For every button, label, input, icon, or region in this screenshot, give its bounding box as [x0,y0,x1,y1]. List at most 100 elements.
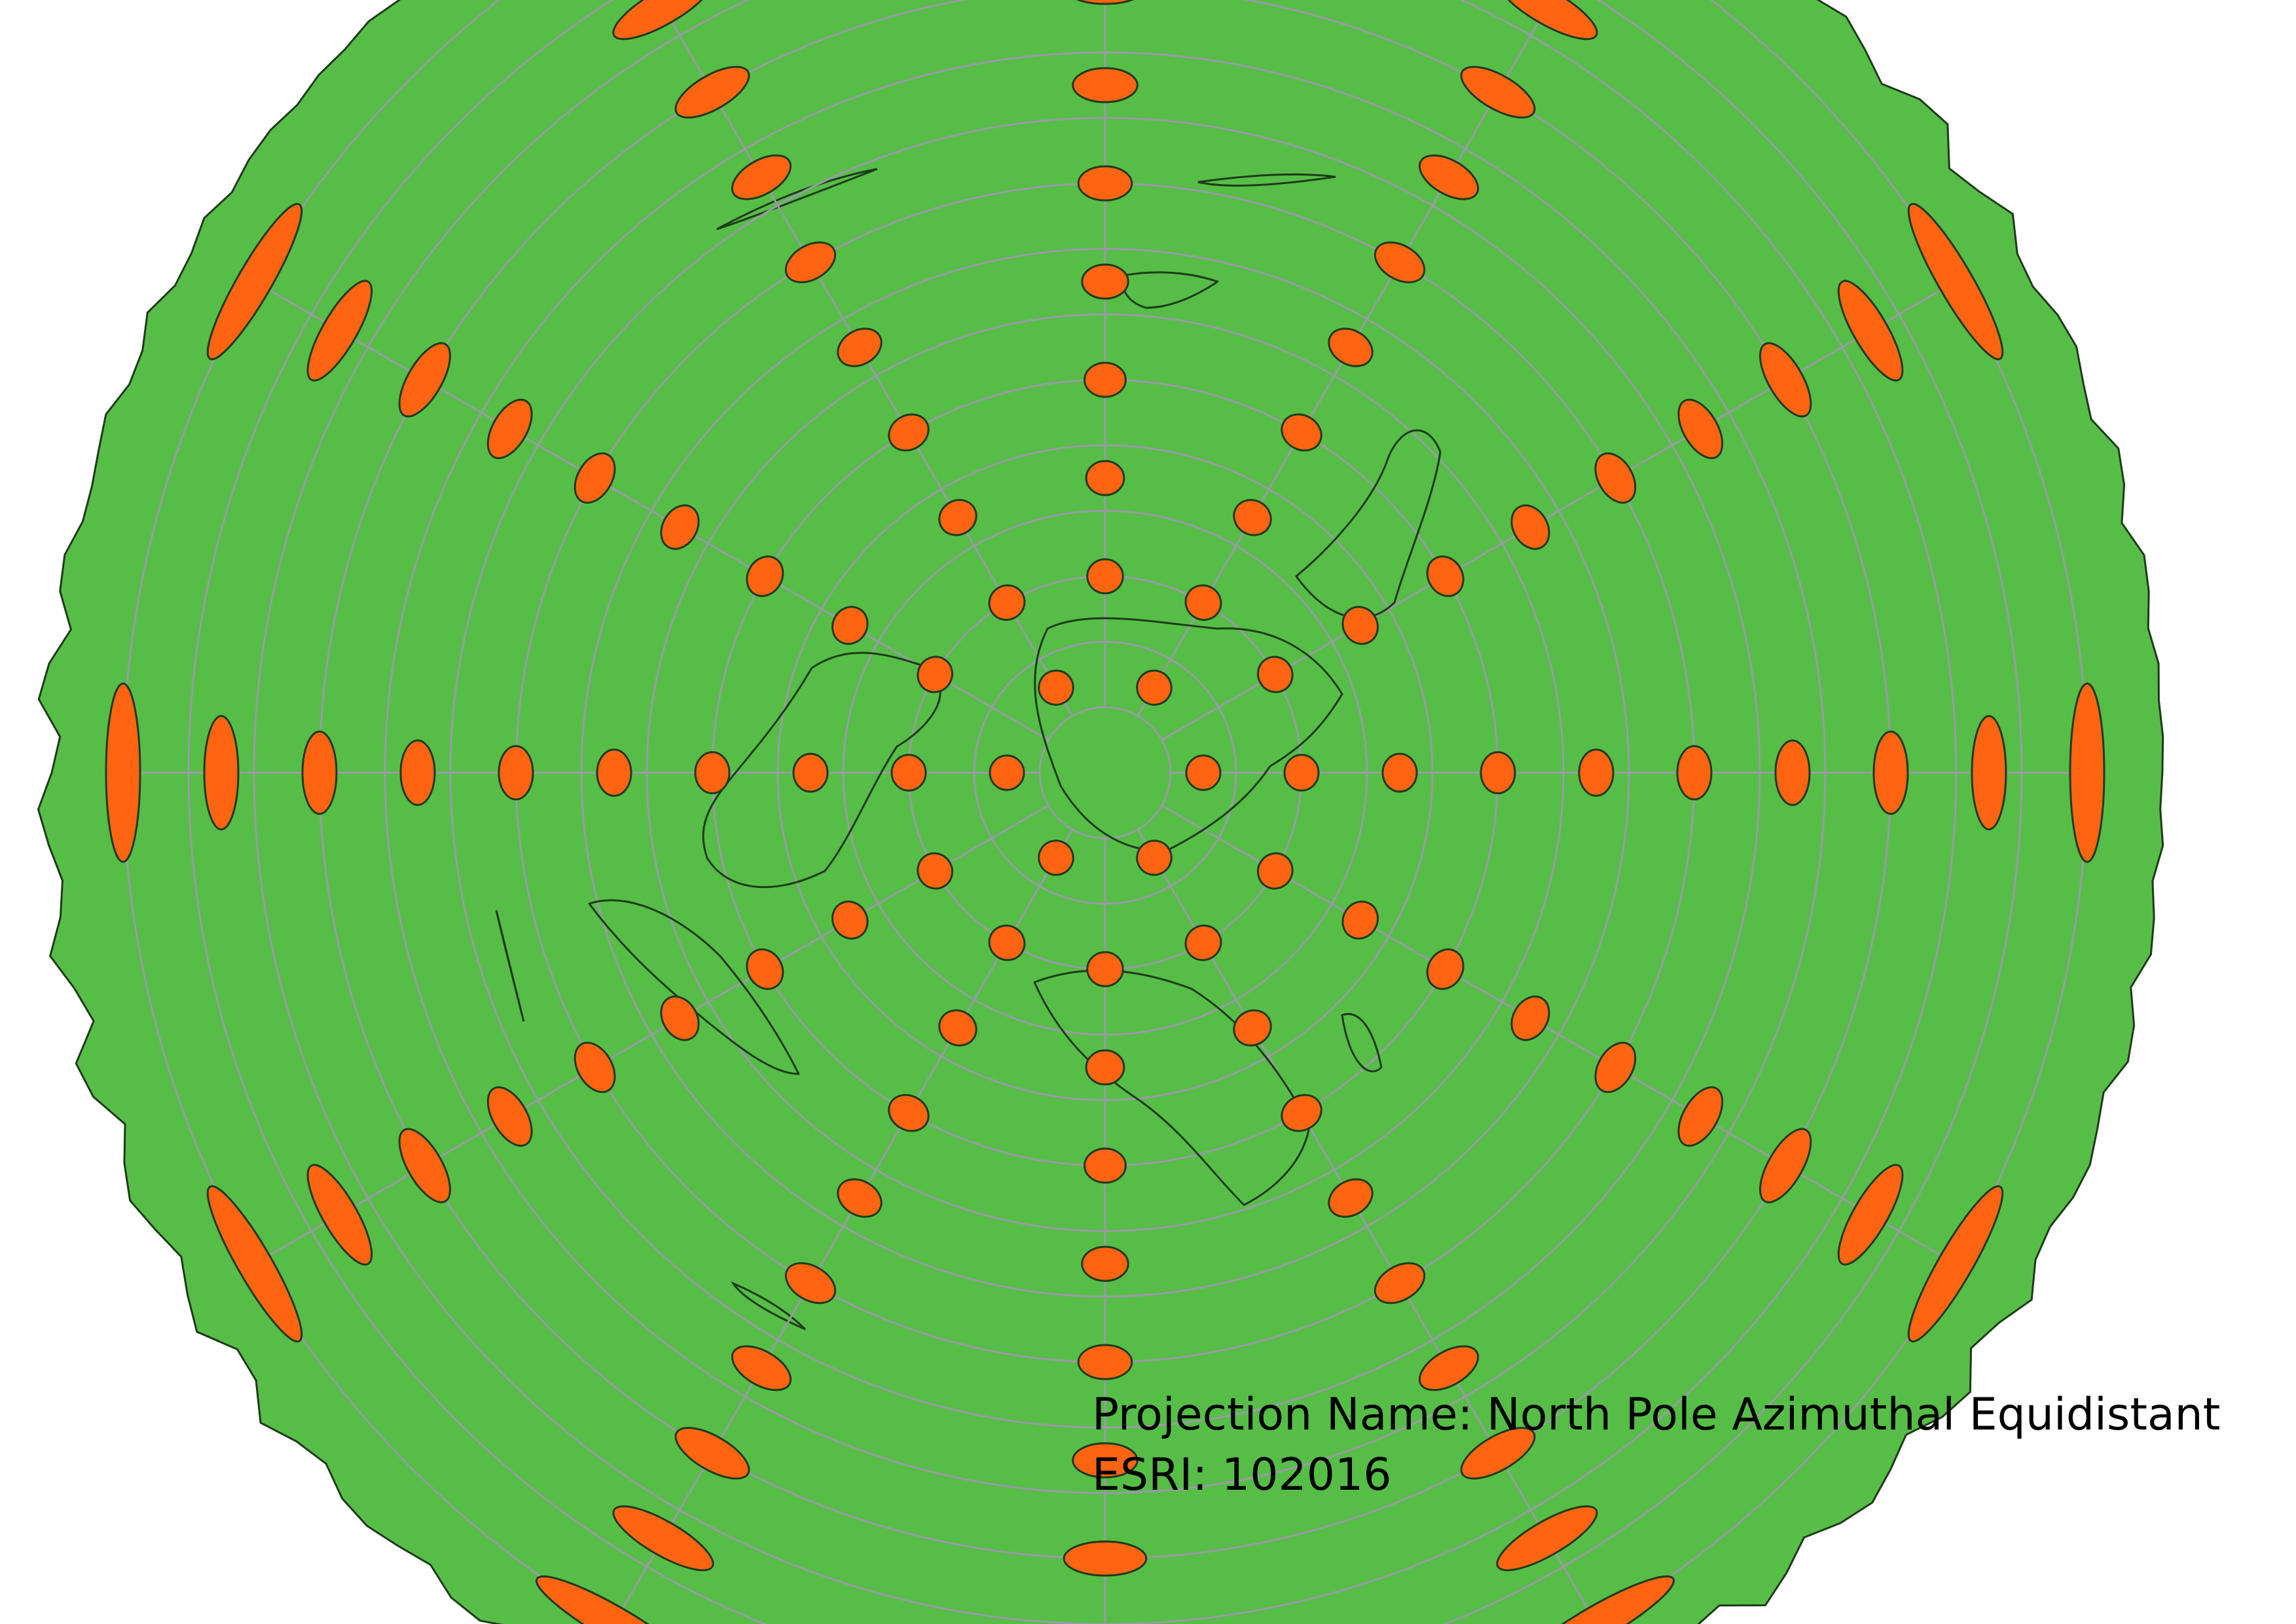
tissot-ellipse [301,730,338,815]
tissot-ellipse [596,748,632,797]
meridian-120 [1161,280,1956,741]
coastline-3 [1033,969,1311,1206]
tissot-ellipse [1077,1344,1133,1380]
tissot-ellipse [1418,1345,1480,1392]
tissot-ellipse [1774,739,1811,806]
tissot-ellipse [1281,1094,1322,1132]
tissot-ellipse [917,655,954,693]
meridian-30 [1137,828,1597,1624]
tissot-ellipse [731,1345,792,1392]
tissot-ellipse [888,1094,930,1132]
tissot-ellipse [674,65,750,119]
tissot-ellipse [1907,202,2004,361]
tissot-ellipse [612,0,714,41]
tissot-ellipse [306,1164,373,1266]
tissot-ellipse [1510,504,1550,550]
tissot-ellipse [306,280,373,382]
meridian-60 [1161,804,1956,1265]
tissot-ellipse [1084,1147,1127,1184]
tissot-ellipse [1063,1540,1148,1577]
tissot-ellipse [888,413,930,452]
tissot-ellipse [612,1505,714,1572]
tissot-ellipse [1086,558,1124,595]
tissot-ellipse [1136,669,1173,706]
tissot-ellipse [1418,154,1480,200]
tissot-ellipse [1081,1246,1129,1282]
tissot-ellipse [1510,995,1550,1041]
tissot-ellipse [1185,754,1222,791]
tissot-ellipse [1426,948,1465,990]
tissot-ellipse [1084,361,1127,398]
tissot-ellipse [731,154,792,200]
tissot-ellipse [1759,1128,1812,1204]
tissot-ellipse [206,202,303,361]
tissot-ellipse [486,398,533,460]
tissot-ellipse [1233,1009,1272,1046]
tissot-ellipse [1184,584,1222,621]
tissot-ellipse [1374,1262,1426,1304]
tissot-ellipse [535,1575,693,1624]
tissot-ellipse [1594,452,1637,504]
tissot-ellipse [1971,714,2007,831]
tissot-ellipse [1837,1164,1904,1266]
tissot-ellipse [399,739,436,806]
globe-disk [37,0,2164,1624]
tissot-ellipse [1256,852,1294,890]
tissot-ellipse [1341,606,1379,645]
tissot-ellipse [105,682,141,863]
rim-landmass-2 [495,910,525,1022]
tissot-ellipse [1184,924,1222,961]
tissot-ellipse [938,1009,977,1046]
tissot-ellipse [1136,840,1173,876]
tissot-ellipse [1085,1049,1125,1086]
tissot-ellipse [1072,67,1139,103]
meridian-150 [1137,0,1553,717]
tissot-ellipse [1381,752,1418,793]
tissot-ellipse [1076,0,1135,5]
tissot-ellipse [1072,1442,1139,1479]
tissot-ellipse [2069,682,2105,863]
tissot-ellipse [398,1128,451,1204]
rim-landmass-3 [730,1281,807,1331]
tissot-ellipse [1081,263,1129,300]
tissot-ellipse [1077,165,1133,202]
tissot-ellipse [1594,1041,1637,1094]
tissot-ellipse [1233,499,1272,536]
tissot-ellipse [1496,0,1598,41]
tissot-ellipse [694,751,731,794]
globe-land-fill [37,0,2164,1624]
tissot-ellipse [574,452,616,504]
tissot-ellipse [660,995,700,1041]
coastline-4 [588,899,800,1075]
esri-code-label: ESRI: 102016 [1092,1449,1392,1501]
coastline-6 [1341,1013,1383,1073]
tissot-ellipse [674,1427,750,1480]
tissot-ellipse [574,1041,616,1094]
tissot-ellipse [1374,241,1426,284]
coastline-5 [1122,271,1219,309]
tissot-ellipse [1038,840,1074,876]
tissot-indicatrix-ellipses [105,0,2105,1624]
tissot-ellipse [746,948,784,990]
tissot-ellipse [988,924,1026,961]
tissot-ellipse [1086,951,1124,987]
tissot-ellipse [1341,900,1379,940]
tissot-ellipse [1759,342,1812,418]
tissot-ellipse [660,504,700,550]
tissot-ellipse [1676,745,1713,801]
tissot-ellipse [1328,327,1374,367]
tissot-ellipse [1907,1185,2004,1343]
tissot-ellipse [1460,1427,1536,1480]
projection-name-label: Projection Name: North Pole Azimuthal Eq… [1092,1389,2221,1441]
map-caption: Projection Name: North Pole Azimuthal Eq… [1092,1385,2220,1505]
tissot-ellipse [1328,1178,1374,1218]
tissot-ellipse [1517,1575,1675,1624]
tissot-ellipse [938,499,977,536]
tissot-ellipse [498,745,534,801]
tissot-ellipse [398,342,451,418]
meridian-330 [613,828,1074,1624]
tissot-ellipse [1085,460,1125,496]
tissot-ellipse [1283,754,1320,792]
tissot-ellipse [792,752,829,793]
